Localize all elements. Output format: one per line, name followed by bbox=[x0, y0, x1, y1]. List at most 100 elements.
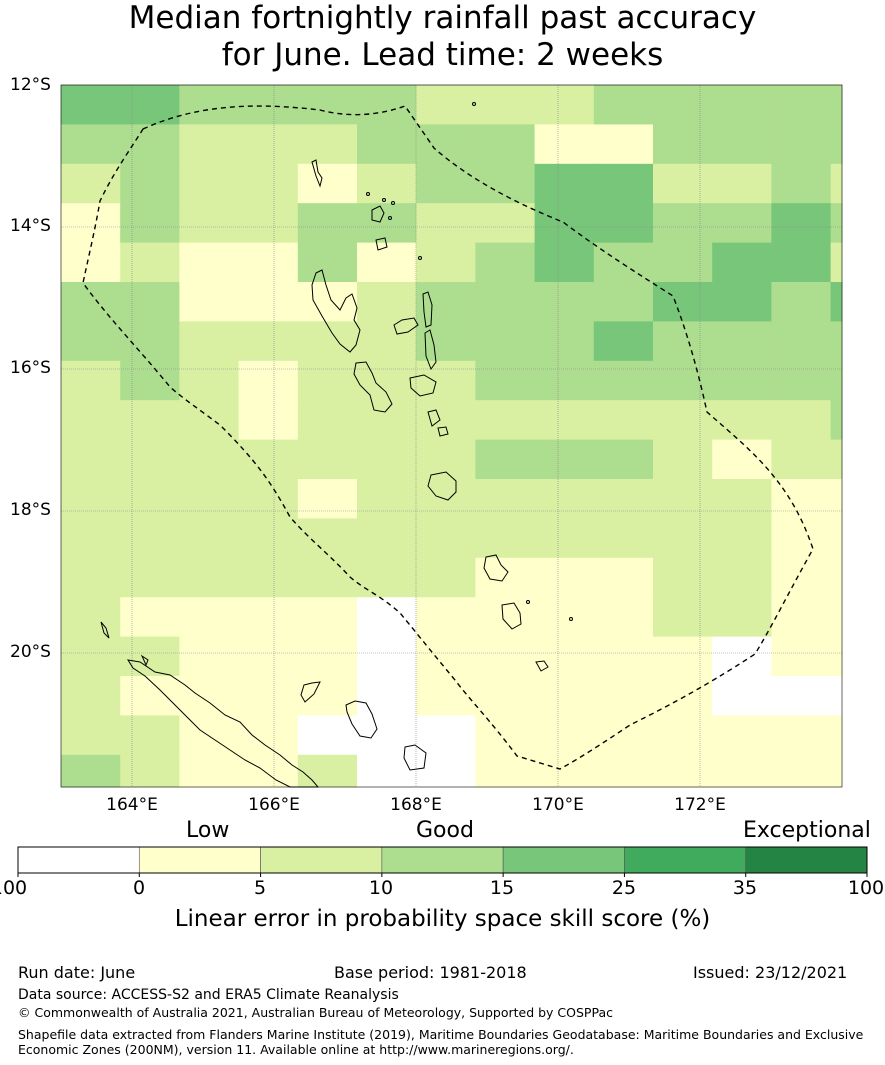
skill-cell bbox=[179, 715, 240, 756]
skill-cell bbox=[120, 400, 180, 441]
skill-cell bbox=[357, 715, 417, 756]
skill-cell bbox=[61, 636, 121, 677]
skill-cell bbox=[593, 439, 654, 480]
title-line-1: Median fortnightly rainfall past accurac… bbox=[128, 0, 757, 36]
skill-cell bbox=[771, 754, 832, 788]
cb-tick-25: 25 bbox=[611, 877, 637, 899]
skill-cell bbox=[712, 400, 772, 441]
colorbar bbox=[17, 846, 868, 877]
skill-cell bbox=[593, 754, 654, 788]
data-source: Data source: ACCESS-S2 and ERA5 Climate … bbox=[18, 987, 399, 1003]
island-coastline bbox=[483, 554, 509, 582]
category-low: Low bbox=[186, 818, 230, 843]
skill-cell bbox=[297, 242, 358, 283]
colorbar-segment bbox=[381, 846, 504, 874]
skill-cell bbox=[475, 754, 536, 788]
skill-cell bbox=[593, 479, 654, 519]
lon-label-170e: 170°E bbox=[532, 795, 584, 815]
skill-cell bbox=[416, 754, 476, 788]
skill-cell bbox=[297, 439, 358, 480]
skill-cell bbox=[61, 400, 121, 441]
lon-label-164e: 164°E bbox=[106, 795, 158, 815]
skill-cell bbox=[475, 439, 536, 480]
lat-label-20s: 20°S bbox=[10, 642, 51, 662]
skill-cell bbox=[771, 124, 832, 165]
skill-cell bbox=[297, 321, 358, 362]
skill-cell bbox=[475, 676, 536, 716]
skill-cell bbox=[771, 242, 832, 283]
skill-cell bbox=[416, 636, 476, 677]
skill-cell bbox=[238, 124, 299, 165]
skill-cell bbox=[771, 597, 832, 638]
skill-cell bbox=[357, 321, 417, 362]
lon-label-166e: 166°E bbox=[248, 795, 300, 815]
skill-cell bbox=[238, 518, 299, 559]
skill-cell bbox=[653, 715, 713, 756]
skill-cell bbox=[771, 360, 832, 401]
skill-cell bbox=[61, 203, 121, 244]
skill-cell bbox=[593, 85, 654, 125]
skill-cell bbox=[61, 360, 121, 401]
skill-cell bbox=[771, 321, 832, 362]
skill-cell bbox=[771, 282, 832, 322]
colorbar-segment bbox=[502, 846, 625, 874]
islet bbox=[418, 256, 422, 260]
skill-cell bbox=[771, 400, 832, 441]
skill-cell bbox=[120, 636, 180, 677]
skill-cell bbox=[179, 242, 240, 283]
islet bbox=[391, 201, 395, 205]
skill-cell bbox=[238, 715, 299, 756]
island-coastline bbox=[403, 744, 427, 771]
skill-cell bbox=[120, 754, 180, 788]
skill-cell bbox=[357, 124, 417, 165]
skill-cell bbox=[61, 439, 121, 480]
skill-cell bbox=[357, 85, 417, 125]
skill-cell bbox=[179, 754, 240, 788]
skill-cell bbox=[120, 321, 180, 362]
cb-tick-100: 100 bbox=[847, 877, 885, 899]
cb-tick-5: 5 bbox=[253, 877, 267, 899]
skill-cell bbox=[653, 85, 713, 125]
skill-cell bbox=[534, 754, 595, 788]
skill-cell bbox=[830, 518, 843, 559]
skill-cell bbox=[593, 715, 654, 756]
skill-cell bbox=[653, 400, 713, 441]
skill-cell bbox=[179, 124, 240, 165]
skill-cell bbox=[61, 242, 121, 283]
cb-tick-0: 0 bbox=[132, 877, 146, 899]
skill-cell bbox=[712, 163, 772, 204]
skill-cell bbox=[830, 400, 843, 441]
island-coastline bbox=[501, 602, 522, 630]
skill-cell bbox=[238, 163, 299, 204]
skill-cell bbox=[653, 163, 713, 204]
skill-cell bbox=[61, 163, 121, 204]
skill-cell bbox=[830, 715, 843, 756]
skill-cell bbox=[120, 676, 180, 716]
skill-cell bbox=[712, 124, 772, 165]
skill-cell bbox=[653, 242, 713, 283]
skill-cell bbox=[712, 597, 772, 638]
skill-cell bbox=[653, 360, 713, 401]
skill-cell bbox=[534, 282, 595, 322]
skill-cell bbox=[712, 439, 772, 480]
skill-cell bbox=[475, 400, 536, 441]
skill-cell bbox=[416, 360, 476, 401]
island-coastline bbox=[140, 654, 149, 667]
skill-cell bbox=[712, 321, 772, 362]
skill-cell bbox=[179, 439, 240, 480]
skill-cell bbox=[297, 597, 358, 638]
skill-cell bbox=[179, 557, 240, 598]
skill-cell bbox=[593, 242, 654, 283]
map-title: Median fortnightly rainfall past accurac… bbox=[0, 0, 885, 74]
skill-cell bbox=[593, 636, 654, 677]
skill-cell bbox=[534, 715, 595, 756]
skill-cell bbox=[534, 597, 595, 638]
skill-cell bbox=[179, 163, 240, 204]
skill-cell bbox=[830, 163, 843, 204]
lat-label-12s: 12°S bbox=[10, 75, 51, 95]
skill-cell bbox=[61, 557, 121, 598]
colorbar-segment bbox=[17, 846, 140, 874]
skill-cell bbox=[712, 242, 772, 283]
cb-tick-15: 15 bbox=[489, 877, 515, 899]
skill-cell bbox=[771, 479, 832, 519]
